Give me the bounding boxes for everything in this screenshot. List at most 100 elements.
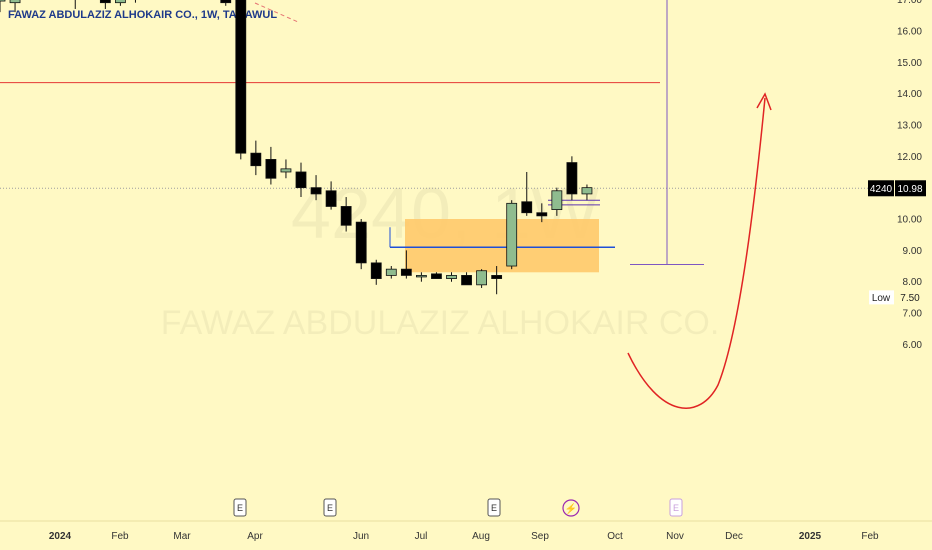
- x-tick-label: 2024: [49, 531, 72, 542]
- x-tick-label: Nov: [666, 531, 684, 542]
- candle[interactable]: [551, 187, 563, 216]
- symbol-tag: 4240: [870, 184, 893, 195]
- low-value: 7.50: [900, 293, 920, 304]
- candle[interactable]: [521, 171, 533, 216]
- candle-body: [370, 262, 382, 279]
- candle-body: [280, 168, 292, 173]
- candle-body: [551, 190, 563, 210]
- candle-body: [536, 212, 548, 217]
- watermark-name: FAWAZ ABDULAZIZ ALHOKAIR CO.: [161, 304, 720, 342]
- candle[interactable]: [506, 200, 518, 270]
- expected-path-arrowhead: [756, 92, 772, 111]
- y-tick-label: 8.00: [903, 277, 923, 288]
- x-tick-label: 2025: [799, 531, 822, 542]
- candle[interactable]: [220, 0, 232, 6]
- candle[interactable]: [340, 197, 352, 232]
- y-tick-label: 7.00: [903, 309, 923, 320]
- y-tick-label: 6.00: [903, 340, 923, 351]
- candle-body: [99, 0, 111, 4]
- candle-body: [415, 275, 427, 278]
- candle-body: [0, 0, 6, 2]
- candle-body: [295, 171, 307, 189]
- candle[interactable]: [581, 184, 593, 201]
- x-tick-label: Oct: [607, 531, 623, 542]
- y-tick-label: 12.00: [897, 152, 922, 163]
- y-tick-label: 13.00: [897, 120, 922, 131]
- candle[interactable]: [115, 0, 126, 6]
- candle-body: [340, 206, 352, 226]
- candle[interactable]: [446, 272, 457, 282]
- earnings-event-icon[interactable]: E: [487, 498, 501, 517]
- y-tick-label: 15.00: [897, 58, 922, 69]
- candle[interactable]: [235, 0, 247, 160]
- candle[interactable]: [9, 0, 21, 13]
- x-tick-label: Jul: [415, 531, 428, 542]
- candle[interactable]: [250, 140, 262, 176]
- earnings-event-icon[interactable]: E: [323, 498, 337, 517]
- candle[interactable]: [536, 203, 548, 223]
- candle-body: [506, 202, 518, 267]
- candle[interactable]: [355, 219, 367, 270]
- candle-body: [220, 0, 232, 4]
- expected-path-arrow[interactable]: [627, 97, 766, 409]
- x-tick-label: Feb: [861, 531, 879, 542]
- candle[interactable]: [310, 175, 322, 201]
- candle[interactable]: [265, 146, 277, 185]
- svg-text:E: E: [327, 503, 333, 513]
- y-tick-label: 16.00: [897, 26, 922, 37]
- candle-body: [325, 190, 337, 207]
- svg-text:⚡: ⚡: [565, 502, 577, 515]
- x-tick-label: Sep: [531, 531, 549, 542]
- demand-zone[interactable]: [405, 219, 599, 273]
- symbol-tag-bg: [868, 180, 894, 197]
- candle-body: [566, 162, 578, 195]
- candle[interactable]: [476, 269, 488, 288]
- y-tick-label: 10.00: [897, 215, 922, 226]
- candle[interactable]: [325, 181, 337, 210]
- candle-body: [235, 0, 247, 154]
- low-tag-bg: [869, 290, 894, 305]
- candle[interactable]: [385, 266, 397, 279]
- price-tag: 10.98: [897, 184, 922, 195]
- x-tick-label: Apr: [247, 531, 263, 542]
- candle[interactable]: [491, 266, 503, 295]
- low-label: Low: [872, 293, 891, 304]
- chart-title: FAWAZ ABDULAZIZ ALHOKAIR CO., 1W, TADAWU…: [8, 9, 278, 21]
- dashed-trendline: [254, 2, 299, 23]
- earnings-event-icon[interactable]: E: [233, 498, 247, 517]
- candle-body: [310, 187, 322, 195]
- candle-body: [431, 273, 442, 279]
- candle[interactable]: [370, 259, 382, 285]
- y-tick-label: 14.00: [897, 89, 922, 100]
- candle[interactable]: [566, 156, 578, 201]
- earnings-event-icon[interactable]: E: [669, 498, 683, 517]
- candle[interactable]: [415, 272, 427, 282]
- candle[interactable]: [431, 272, 442, 279]
- x-tick-label: Jun: [353, 531, 369, 542]
- candle[interactable]: [130, 0, 140, 3]
- candle-body: [250, 152, 262, 167]
- candle-body: [491, 275, 503, 279]
- candle[interactable]: [99, 0, 111, 9]
- svg-text:E: E: [491, 503, 497, 513]
- candle[interactable]: [0, 0, 6, 13]
- candle-body: [581, 187, 593, 195]
- dividend-event-icon[interactable]: ⚡: [562, 499, 580, 517]
- candle-body: [400, 268, 412, 276]
- svg-text:E: E: [673, 503, 679, 513]
- candle-body: [446, 275, 457, 279]
- candle[interactable]: [295, 162, 307, 198]
- candle[interactable]: [461, 272, 472, 286]
- candle[interactable]: [400, 250, 412, 279]
- candle-body: [115, 0, 126, 4]
- candle-body: [385, 268, 397, 276]
- candle-body: [265, 159, 277, 179]
- candle[interactable]: [70, 0, 80, 9]
- candle[interactable]: [280, 159, 292, 179]
- y-tick-label: 9.00: [903, 246, 923, 257]
- x-tick-label: Feb: [111, 531, 129, 542]
- price-tag-bg: [895, 180, 926, 197]
- candle-body: [521, 201, 533, 214]
- candle-body: [476, 270, 488, 286]
